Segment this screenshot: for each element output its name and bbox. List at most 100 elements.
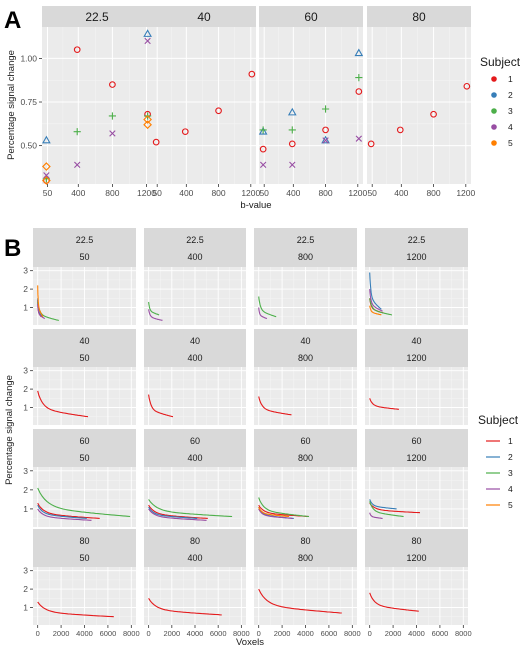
facet-row-label-b-22.5-400: 22.5 [186, 235, 204, 245]
facet-strip-a-22.5 [42, 6, 152, 27]
series-line-b-s3 [37, 487, 131, 518]
facet-strip-b-60-800 [254, 429, 357, 467]
point-a-s1 [430, 110, 437, 118]
series-line-b-s1 [258, 588, 342, 614]
panel-label-a: A [4, 7, 21, 34]
series-line-b-s4 [369, 289, 383, 312]
legend-b-label-1: 1 [508, 436, 513, 446]
series-line-b-s4 [148, 309, 163, 321]
facet-row-label-b-80-50: 80 [79, 536, 89, 546]
point-a-s3 [73, 128, 81, 136]
x-tick-label-a: 50 [152, 188, 162, 198]
point-a-s3 [108, 112, 116, 120]
x-tick-label-a: 50 [367, 188, 377, 198]
x-tick-label-b: 0 [257, 629, 261, 638]
facet-row-label-b-80-400: 80 [190, 536, 200, 546]
series-line-b-s2 [369, 272, 382, 310]
facet-label-a-80: 80 [412, 10, 426, 24]
legend-a-label-5: 5 [508, 138, 513, 148]
facet-col-label-b-40-800: 800 [298, 353, 313, 363]
x-tick-label-a: 400 [286, 188, 300, 198]
facet-strip-b-22.5-1200 [365, 228, 468, 267]
y-tick-label-b: 3 [23, 566, 28, 576]
point-a-s1 [73, 46, 81, 54]
facet-strip-b-60-50 [33, 429, 136, 467]
series-line-b-s3 [369, 501, 404, 518]
plot-area-a-80 [367, 27, 471, 184]
facet-col-label-b-22.5-50: 50 [79, 252, 89, 262]
legend-b-label-5: 5 [508, 500, 513, 510]
facet-strip-b-40-1200 [365, 329, 468, 367]
facet-strip-a-40 [152, 6, 256, 27]
facet-label-a-22.5: 22.5 [85, 10, 109, 24]
y-tick-label-b: 2 [23, 584, 28, 594]
panel-b: 22.55012322.540022.580022.51200405012340… [4, 228, 472, 648]
facet-col-label-b-60-1200: 1200 [406, 453, 426, 463]
facet-strip-b-80-1200 [365, 529, 468, 567]
series-line-b-s1 [369, 502, 421, 514]
series-line-b-s4 [148, 508, 207, 521]
facet-row-label-b-22.5-1200: 22.5 [408, 235, 426, 245]
point-a-s4 [289, 161, 296, 168]
point-a-s4 [355, 135, 363, 142]
y-tick-label-a: 0.75 [20, 97, 37, 107]
facet-col-label-b-80-400: 400 [187, 553, 202, 563]
point-a-s1 [288, 140, 296, 148]
series-line-b-s5 [258, 506, 290, 518]
point-a-s1 [109, 81, 116, 88]
legend-a-key-1 [491, 76, 497, 82]
y-tick-label-b: 1 [23, 504, 28, 514]
facet-col-label-b-80-800: 800 [298, 553, 313, 563]
y-tick-label-a: 0.50 [20, 141, 37, 151]
facet-strip-b-22.5-400 [144, 228, 246, 267]
series-line-b-s2 [369, 499, 397, 510]
point-a-s1 [215, 107, 222, 115]
facet-col-label-b-40-1200: 1200 [406, 353, 426, 363]
legends: Subject 1 2 3 4 5 Subject 1 2 3 4 5 [478, 55, 521, 510]
facet-row-label-b-60-50: 60 [79, 436, 89, 446]
facet-strip-b-80-800 [254, 529, 357, 567]
x-axis-label-b: Voxels [236, 637, 264, 648]
series-line-b-s1 [148, 597, 222, 616]
plot-area-a-60 [259, 27, 363, 184]
x-tick-label-b: 0 [368, 629, 372, 638]
facet-row-label-b-40-400: 40 [190, 336, 200, 346]
legend-a-label-2: 2 [508, 90, 513, 100]
point-a-s2 [42, 135, 51, 144]
facet-strip-a-80 [367, 6, 471, 27]
point-a-s4 [109, 130, 116, 137]
x-tick-label-b: 6000 [432, 629, 449, 638]
facet-col-label-b-80-50: 50 [79, 553, 89, 563]
y-tick-label-b: 3 [23, 266, 28, 276]
x-tick-label-a: 1200 [241, 188, 260, 198]
series-line-b-s1 [37, 390, 89, 418]
x-tick-label-a: 800 [426, 188, 440, 198]
series-line-b-s3 [148, 499, 233, 518]
x-tick-label-b: 6000 [210, 629, 227, 638]
facet-label-a-60: 60 [304, 10, 318, 24]
series-line-b-s3 [258, 296, 277, 318]
x-tick-label-a: 1200 [137, 188, 156, 198]
facet-row-label-b-22.5-800: 22.5 [297, 235, 315, 245]
facet-row-label-b-80-800: 80 [300, 536, 310, 546]
series-line-b-s1 [37, 502, 100, 519]
point-a-s4 [144, 37, 151, 45]
point-a-s5 [143, 120, 152, 130]
series-line-b-s1 [369, 398, 399, 410]
point-a-s2 [258, 126, 268, 135]
point-a-s3 [288, 126, 296, 134]
point-a-s1 [322, 126, 329, 134]
legend-a-key-2 [491, 92, 497, 98]
point-a-s1 [463, 82, 471, 90]
y-tick-label-b: 2 [23, 384, 28, 394]
facet-strip-b-80-50 [33, 529, 136, 567]
series-line-b-s4 [369, 512, 383, 519]
facet-col-label-b-22.5-1200: 1200 [406, 252, 426, 262]
x-tick-label-a: 800 [211, 188, 225, 198]
series-line-b-s1 [148, 504, 208, 519]
facet-label-a-40: 40 [197, 10, 211, 24]
facet-col-label-b-22.5-400: 400 [187, 252, 202, 262]
x-tick-label-b: 2000 [53, 629, 70, 638]
series-line-b-s3 [148, 301, 160, 316]
facet-col-label-b-60-400: 400 [187, 453, 202, 463]
